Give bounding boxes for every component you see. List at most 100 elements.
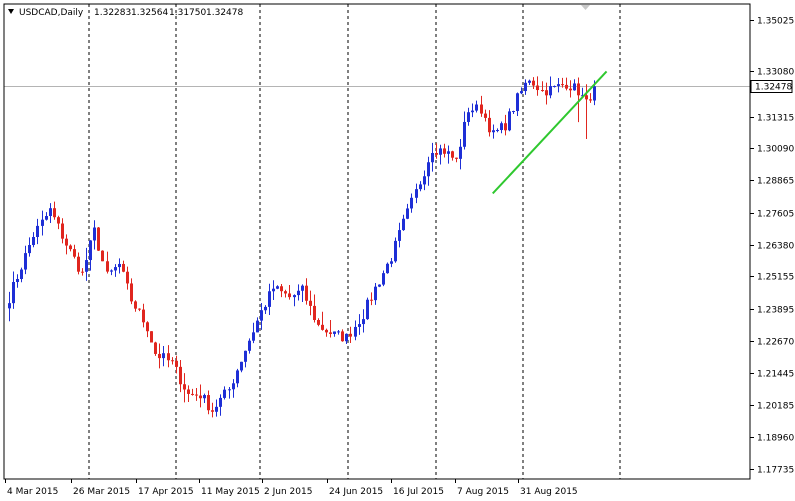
- candle-body: [557, 84, 560, 87]
- candle-body: [126, 271, 129, 284]
- candle: [394, 237, 397, 263]
- candle: [325, 328, 328, 337]
- candle: [171, 357, 174, 365]
- candle-body: [65, 238, 68, 246]
- candle-body: [549, 86, 552, 96]
- candle: [110, 269, 113, 276]
- candle-body: [256, 320, 259, 333]
- shift-marker-icon[interactable]: [581, 5, 590, 10]
- candle: [386, 262, 389, 274]
- candle-body: [203, 395, 206, 399]
- candle-body: [191, 393, 194, 395]
- x-tick-label: 17 Apr 2015: [138, 487, 194, 497]
- candle-body: [69, 245, 72, 250]
- trendline[interactable]: [492, 70, 608, 195]
- x-axis: 4 Mar 2015 26 Mar 2015 17 Apr 2015 11 May 2…: [5, 479, 578, 497]
- candle-body: [162, 353, 165, 359]
- candle-body: [101, 250, 104, 262]
- candle: [573, 79, 576, 91]
- candle-body: [329, 332, 332, 334]
- candle-body: [309, 300, 312, 306]
- candle-body: [146, 322, 149, 332]
- candle-body: [97, 227, 100, 251]
- candles-layer: [8, 76, 596, 418]
- candle-body: [73, 249, 76, 257]
- candle: [244, 350, 247, 368]
- candle: [207, 390, 210, 415]
- candle: [370, 292, 373, 306]
- candle: [305, 278, 308, 305]
- candle-body: [232, 383, 235, 390]
- candle-body: [362, 319, 365, 325]
- candle: [268, 283, 271, 316]
- candle-body: [358, 324, 361, 327]
- candle: [219, 394, 222, 416]
- candle: [536, 76, 539, 96]
- candle: [77, 252, 80, 275]
- candle: [126, 266, 129, 290]
- x-tick-label: 16 Jul 2015: [393, 487, 444, 497]
- candle: [264, 305, 267, 314]
- candle: [532, 77, 535, 89]
- candle: [545, 82, 548, 105]
- candle: [423, 170, 426, 191]
- candle-body: [195, 394, 198, 396]
- x-tick-label: 26 Mar 2015: [73, 487, 130, 497]
- candle: [232, 379, 235, 398]
- candle: [191, 388, 194, 396]
- candle: [223, 386, 226, 400]
- candle: [24, 245, 27, 275]
- x-tick-label: 31 Aug 2015: [520, 487, 578, 497]
- candle: [85, 247, 88, 281]
- candle: [114, 264, 117, 277]
- y-tick-label: 1.28865: [757, 177, 794, 187]
- candle: [329, 320, 332, 338]
- candle-body: [61, 223, 64, 239]
- candle-body: [272, 288, 275, 292]
- candle-body: [175, 360, 178, 367]
- candle-body: [49, 208, 52, 217]
- candle-body: [370, 299, 373, 301]
- candle: [297, 284, 300, 301]
- candle-body: [138, 308, 141, 310]
- candle: [366, 297, 369, 320]
- candle-body: [8, 303, 11, 309]
- candle: [459, 139, 462, 170]
- candle-body: [171, 360, 174, 362]
- candle: [500, 121, 503, 134]
- candle-body: [553, 86, 556, 88]
- candle: [175, 355, 178, 374]
- candle-body: [110, 270, 113, 272]
- candle: [215, 399, 218, 417]
- candle: [349, 326, 352, 344]
- candle: [142, 303, 145, 328]
- y-tick-label: 1.21445: [757, 370, 794, 380]
- candle-body: [215, 406, 218, 412]
- candle-body: [252, 332, 255, 341]
- candle: [541, 81, 544, 92]
- candle-body: [349, 333, 352, 337]
- candle: [410, 193, 413, 213]
- high-value: 1.32564: [131, 8, 168, 18]
- candle: [435, 143, 438, 159]
- candle-body: [24, 253, 27, 270]
- candle-body: [16, 279, 19, 283]
- candle: [358, 314, 361, 335]
- triangle-down-icon[interactable]: [8, 9, 14, 14]
- candle-body: [130, 283, 133, 302]
- y-tick-label: 1.17735: [757, 466, 794, 476]
- candle: [16, 274, 19, 288]
- candle: [57, 215, 60, 230]
- close-value: 1.32478: [206, 8, 243, 18]
- candle: [93, 220, 96, 250]
- candle: [480, 95, 483, 117]
- candle: [321, 311, 324, 331]
- candle-body: [305, 285, 308, 301]
- candle: [427, 156, 430, 186]
- candle: [158, 343, 161, 369]
- candle: [28, 237, 31, 257]
- candle-body: [589, 99, 592, 101]
